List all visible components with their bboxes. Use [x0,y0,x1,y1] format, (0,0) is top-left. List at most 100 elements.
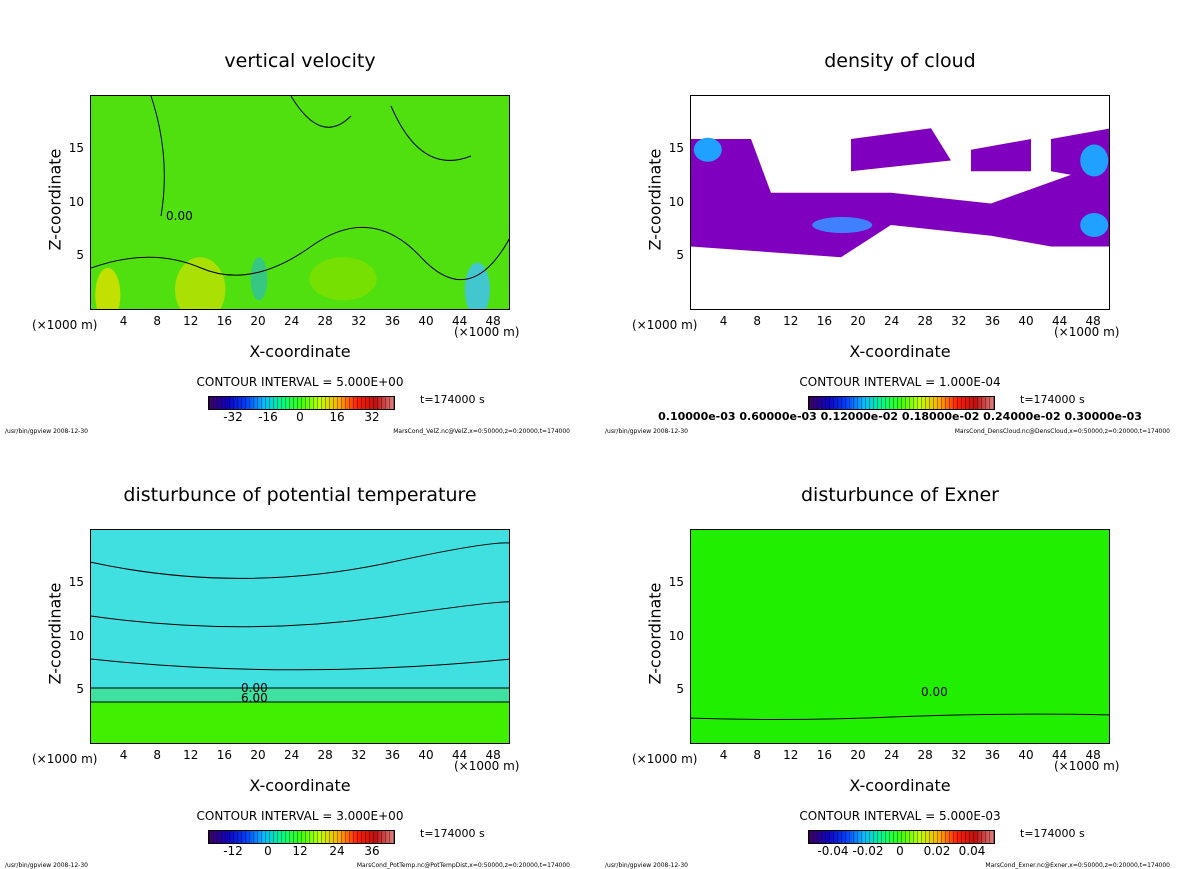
plot-area: 0.00 [690,529,1110,744]
colorbar-tick-label: 0.10000e-03 0.60000e-03 0.12000e-02 0.18… [658,410,1142,423]
x-tick-label: 12 [183,314,199,328]
x-tick-label: 36 [984,314,1001,328]
plot-area [690,95,1110,310]
plot-area: 0.00 [90,95,510,310]
colorbar-tick-label: 0 [264,844,272,858]
x-tick-label: 4 [719,314,728,328]
colorbar [808,830,995,844]
x-tick-label: 24 [283,748,300,762]
y-tick-label: 5 [76,682,84,697]
y-tick-label: 10 [68,628,84,643]
y-tick-label: 10 [668,628,684,643]
x-unit-right: (×1000 m) [454,759,520,773]
chart-title: density of cloud [824,50,976,72]
x-tick-label: 12 [783,748,799,762]
time-label: t=174000 s [1020,393,1085,406]
x-tick-label: 8 [753,314,762,328]
contour-label: 0.00 [241,681,268,695]
x-tick-label: 40 [418,748,434,762]
colorbar-tick-label: 0 [896,844,904,858]
chart-title: disturbunce of potential temperature [123,484,477,506]
y-tick-label: 5 [676,248,684,263]
x-tick-label: 28 [317,748,333,762]
x-tick-label: 20 [850,748,866,762]
footer-right: MarsCond_Exner.nc@Exner,x=0:50000,z=0:20… [985,862,1170,869]
y-tick-label: 15 [68,574,84,589]
x-tick-label: 36 [984,748,1001,762]
x-tick-label: 32 [951,748,967,762]
contour-label: 0.00 [921,685,948,699]
plot-area: 0.00 6.00 [90,529,510,744]
y-axis-label: Z-coordinate [645,148,665,251]
x-unit-left: (×1000 m) [32,318,98,332]
x-axis-label: X-coordinate [249,776,351,795]
footer-left: /usr/bin/gpview 2008-12-30 [605,862,688,869]
x-tick-label: 4 [119,748,128,762]
x-tick-label: 32 [951,314,967,328]
time-label: t=174000 s [420,827,485,840]
chart-panel: density of cloud 4 8 12 16 20 24 28 32 36 40 44 48 5… [600,0,1200,435]
x-tick-label: 40 [1018,748,1034,762]
colorbar-tick-label: -0.02 [852,844,884,858]
x-tick-label: 36 [384,748,401,762]
contour-field [91,530,509,743]
x-unit-right: (×1000 m) [1054,759,1120,773]
x-tick-label: 4 [719,748,728,762]
colorbar-tick-label: -0.04 [817,844,849,858]
footer-left: /usr/bin/gpview 2008-12-30 [605,428,688,435]
colorbar-tick-label: -32 [223,410,243,424]
y-tick-label: 10 [668,194,684,209]
footer-left: /usr/bin/gpview 2008-12-30 [5,862,88,869]
x-tick-label: 8 [153,314,162,328]
x-axis-label: X-coordinate [249,342,351,361]
x-tick-label: 44 [1051,748,1068,762]
chart-title: vertical velocity [224,50,376,72]
x-tick-label: 32 [351,748,367,762]
chart-title: disturbunce of Exner [800,484,999,506]
x-tick-label: 24 [283,314,300,328]
y-axis-label: Z-coordinate [45,582,65,685]
y-axis-label: Z-coordinate [645,582,665,685]
x-unit-left: (×1000 m) [32,752,98,766]
contour-field [691,96,1109,309]
colorbar-tick-label: 0.04 [958,844,986,858]
colorbar [208,830,395,844]
x-tick-label: 16 [216,748,233,762]
y-tick-label: 15 [68,140,84,155]
contour-label: 0.00 [166,209,193,223]
x-unit-left: (×1000 m) [632,318,698,332]
contour-label: 6.00 [241,691,268,705]
x-tick-label: 48 [1085,314,1101,328]
colorbar-tick-label: 0 [296,410,304,424]
footer-right: MarsCond_VelZ.nc@VelZ,x=0:50000,z=0:2000… [393,428,570,435]
x-axis-label: X-coordinate [849,776,951,795]
x-tick-label: 8 [753,748,762,762]
contour-interval: CONTOUR INTERVAL = 5.000E+00 [196,375,404,389]
colorbar-tick-label: -12 [223,844,243,858]
x-tick-label: 16 [816,748,833,762]
footer-right: MarsCond_PotTemp.nc@PotTempDist,x=0:5000… [356,862,570,869]
x-tick-label: 48 [485,314,501,328]
chart-panel: disturbunce of potential temperature 0.0… [0,434,600,869]
colorbar-tick-label: 36 [364,844,380,858]
x-tick-label: 32 [351,314,367,328]
y-tick-label: 15 [668,574,684,589]
x-tick-label: 44 [451,314,468,328]
x-tick-label: 44 [451,748,468,762]
x-tick-label: 40 [1018,314,1034,328]
colorbar-tick-label: 16 [329,410,345,424]
x-tick-label: 36 [384,314,401,328]
footer-left: /usr/bin/gpview 2008-12-30 [5,428,88,435]
contour-interval: CONTOUR INTERVAL = 1.000E-04 [799,375,1001,389]
time-label: t=174000 s [420,393,485,406]
x-unit-right: (×1000 m) [454,325,520,339]
x-tick-label: 4 [119,314,128,328]
y-axis-label: Z-coordinate [45,148,65,251]
y-tick-label: 5 [76,248,84,263]
x-tick-label: 24 [883,314,900,328]
x-unit-right: (×1000 m) [1054,325,1120,339]
colorbar-tick-label: 24 [329,844,345,858]
chart-panel: vertical velocity 0.00 4 8 12 16 20 24 28 32 36 40… [0,0,600,435]
x-tick-label: 12 [783,314,799,328]
x-tick-label: 28 [317,314,333,328]
